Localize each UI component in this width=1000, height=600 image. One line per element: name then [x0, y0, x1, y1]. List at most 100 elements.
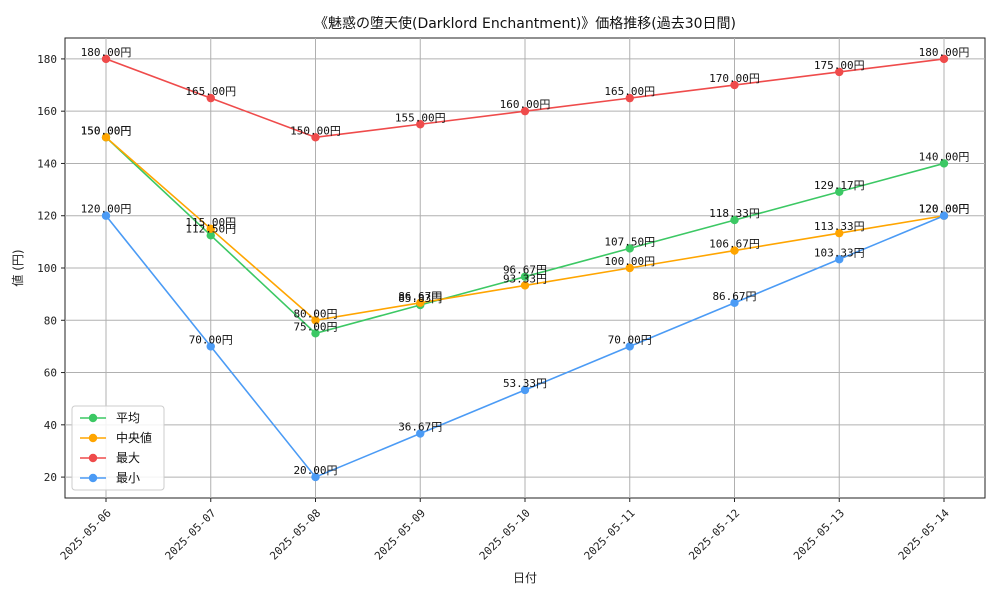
data-label: 112.50円: [185, 222, 236, 235]
data-label: 140.00円: [919, 150, 970, 163]
data-label: 170.00円: [709, 72, 760, 85]
x-tick-label: 2025-05-11: [582, 507, 638, 563]
data-point: [939, 54, 949, 64]
y-tick-label: 160: [37, 105, 57, 118]
data-point: [625, 93, 634, 103]
y-tick-label: 20: [44, 471, 57, 484]
data-label: 129.17円: [814, 179, 865, 192]
data-point: [206, 93, 215, 103]
data-point: [835, 228, 844, 238]
legend-label: 最小: [116, 471, 140, 485]
x-tick-label: 2025-05-12: [686, 507, 742, 563]
data-point: [939, 159, 949, 168]
y-tick-label: 180: [37, 53, 57, 66]
data-label: 150.00円: [290, 124, 341, 137]
data-label: 93.33円: [503, 272, 547, 285]
data-label: 36.67円: [398, 421, 442, 434]
legend-swatch-marker: [88, 433, 98, 443]
x-tick-label: 2025-05-07: [163, 507, 219, 563]
data-point: [730, 298, 739, 308]
data-point: [835, 187, 844, 196]
data-point: [625, 263, 634, 273]
data-point: [206, 231, 215, 240]
y-tick-label: 40: [44, 419, 57, 432]
data-label: 70.00円: [189, 333, 233, 346]
data-point: [625, 342, 634, 351]
y-tick-label: 140: [37, 157, 57, 170]
data-label: 180.00円: [919, 46, 970, 59]
data-label: 160.00円: [500, 98, 551, 111]
data-point: [206, 342, 215, 351]
data-label: 53.33円: [503, 377, 547, 390]
legend-label: 平均: [116, 411, 140, 425]
data-label: 96.67円: [503, 264, 547, 277]
data-point: [101, 211, 111, 220]
legend-swatch-marker: [88, 413, 98, 423]
data-point: [311, 316, 320, 325]
data-point: [730, 246, 739, 255]
data-label: 103.33円: [814, 246, 865, 259]
data-label: 150.00円: [81, 124, 132, 137]
y-tick-label: 80: [44, 314, 57, 327]
legend-box: [71, 405, 165, 491]
data-point: [520, 106, 530, 116]
data-labels: 150.00円 112.50円 75.00円 85.83円 96.67円 107.50円 1…: [81, 46, 970, 477]
x-tick-label: 2025-05-14: [896, 506, 952, 562]
data-point: [311, 329, 320, 338]
data-label: 165.00円: [185, 85, 236, 98]
x-tick-label: 2025-05-09: [372, 507, 428, 563]
data-label: 180.00円: [81, 46, 132, 59]
data-point: [311, 472, 320, 482]
data-point: [311, 133, 320, 142]
data-label: 113.33円: [814, 220, 865, 233]
data-point: [101, 133, 111, 142]
data-point: [730, 215, 739, 225]
data-label: 86.67円: [398, 290, 442, 303]
data-point: [939, 211, 949, 220]
data-label: 165.00円: [604, 85, 655, 98]
data-point: [520, 272, 530, 281]
legend-label: 最大: [116, 451, 140, 465]
data-point: [416, 120, 425, 129]
x-tick-label: 2025-05-08: [267, 507, 323, 563]
y-tick-label: 100: [37, 262, 57, 275]
data-label: 175.00円: [814, 59, 865, 72]
data-label: 80.00円: [293, 307, 337, 320]
data-point: [730, 80, 739, 90]
data-point: [520, 281, 530, 290]
data-point: [625, 244, 634, 253]
x-tick-label: 2025-05-13: [791, 507, 847, 563]
x-axis-title: 日付: [513, 571, 537, 585]
data-label: 150.00円: [81, 124, 132, 137]
data-label: 118.33円: [709, 207, 760, 220]
data-point: [101, 54, 111, 64]
data-point: [835, 255, 844, 264]
data-label: 86.67円: [712, 290, 756, 303]
data-label: 120.00円: [919, 203, 970, 216]
data-label: 107.50円: [604, 235, 655, 248]
series-layer: [101, 54, 949, 482]
data-label: 75.00円: [293, 320, 337, 333]
x-tick-label: 2025-05-10: [477, 507, 533, 563]
y-tick-label: 120: [37, 210, 57, 223]
data-point: [416, 298, 425, 308]
legend-swatch-marker: [88, 473, 98, 483]
data-label: 20.00円: [293, 464, 337, 477]
data-label: 120.00円: [919, 203, 970, 216]
legend-label: 中央値: [116, 430, 152, 445]
x-tick-label: 2025-05-06: [58, 507, 114, 563]
data-label: 115.00円: [185, 216, 236, 229]
data-point: [835, 67, 844, 77]
data-label: 100.00円: [604, 255, 655, 268]
data-label: 85.83円: [398, 292, 442, 305]
y-axis-title: 値 (円): [10, 249, 25, 286]
data-label: 120.00円: [81, 203, 132, 216]
data-label: 155.00円: [395, 111, 446, 124]
data-point: [206, 224, 215, 233]
data-label: 106.67円: [709, 238, 760, 251]
data-label: 70.00円: [608, 333, 652, 346]
data-point: [416, 429, 425, 438]
